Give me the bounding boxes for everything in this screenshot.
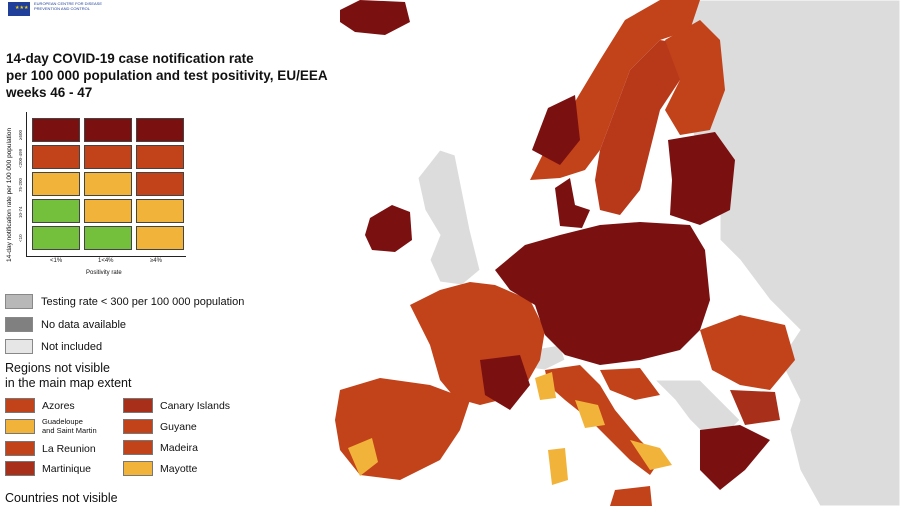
regions-heading: Regions not visible in the main map exte…	[5, 361, 131, 391]
greece-shape	[700, 425, 770, 490]
matrix-y-axis	[26, 112, 27, 256]
non-included-land	[417, 0, 900, 506]
matrix-x-axis	[26, 256, 186, 257]
region-guadeloupe: Guadeloupe and Saint Martin	[5, 417, 97, 435]
y-tick: <200-499	[18, 148, 23, 168]
iceland-shape	[340, 0, 410, 35]
matrix-cell	[136, 145, 184, 169]
matrix-cell	[84, 145, 132, 169]
matrix-cell	[32, 199, 80, 223]
region-swatch	[123, 419, 153, 434]
matrix-x-label: Positivity rate	[86, 270, 122, 276]
region-label: Canary Islands	[160, 399, 231, 412]
matrix-cell	[32, 226, 80, 250]
matrix-cell	[136, 199, 184, 223]
y-tick: <10	[18, 234, 23, 242]
region-swatch	[5, 418, 35, 434]
baltics-shape	[668, 132, 735, 225]
matrix-cell	[84, 226, 132, 250]
title-line-3: weeks 46 - 47	[6, 85, 93, 100]
legend-label: Not included	[41, 340, 103, 353]
matrix-cell	[84, 199, 132, 223]
matrix-cell	[136, 172, 184, 196]
region-azores: Azores	[5, 398, 75, 413]
matrix-cell	[136, 226, 184, 250]
ecdc-logo: ★★★ EUROPEAN CENTRE FOR DISEASE PREVENTI…	[8, 1, 104, 16]
norway-dark-region	[532, 95, 580, 165]
y-tick: 10-74	[18, 206, 23, 218]
region-swatch	[5, 441, 35, 456]
matrix-cell	[84, 172, 132, 196]
italy-yellow-south	[630, 440, 672, 470]
region-swatch	[5, 398, 35, 413]
region-swatch	[123, 398, 153, 413]
denmark-shape	[555, 178, 590, 228]
region-label-line-1: Guadeloupe	[42, 417, 83, 426]
region-mayotte: Mayotte	[123, 461, 197, 476]
region-guyane: Guyane	[123, 419, 197, 434]
central-europe-shape	[495, 222, 710, 365]
region-label: Guadeloupe and Saint Martin	[42, 417, 97, 435]
region-label: Guyane	[160, 420, 197, 433]
legend-swatch	[5, 339, 33, 354]
region-label: Mayotte	[160, 462, 198, 475]
y-tick: 75-200	[18, 177, 23, 192]
legend-not-included: Not included	[5, 339, 102, 354]
legend-testing-rate: Testing rate < 300 per 100 000 populatio…	[5, 294, 244, 309]
region-label: Martinique	[42, 462, 92, 475]
regions-heading-line-1: Regions not visible	[5, 361, 110, 375]
matrix-cell	[84, 118, 132, 142]
region-swatch	[123, 461, 153, 476]
legend-label: Testing rate < 300 per 100 000 populatio…	[41, 295, 245, 308]
legend-swatch	[5, 294, 33, 309]
logo-text: EUROPEAN CENTRE FOR DISEASE PREVENTION A…	[34, 1, 103, 11]
legend-label: No data available	[41, 318, 127, 331]
croatia-shape	[600, 368, 660, 400]
x-tick: 1<4%	[98, 258, 114, 264]
x-tick: ≥4%	[150, 258, 162, 264]
matrix-cell	[32, 172, 80, 196]
italy-yellow-north	[535, 372, 556, 400]
x-tick: <1%	[50, 258, 63, 264]
title-line-1: 14-day COVID-19 case notification rate	[6, 51, 254, 66]
bulgaria-shape	[730, 390, 780, 425]
italy-yellow-center	[575, 400, 605, 428]
countries-heading: Countries not visible	[5, 491, 118, 505]
matrix-cell	[32, 118, 80, 142]
finland-shape	[665, 20, 725, 135]
sweden-shape	[595, 40, 690, 215]
legend-swatch	[5, 317, 33, 332]
region-label: Azores	[42, 399, 75, 412]
region-swatch	[5, 461, 35, 476]
spain-yellow-region	[348, 438, 378, 476]
matrix-cell	[136, 118, 184, 142]
region-la-reunion: La Reunion	[5, 441, 96, 456]
regions-heading-line-2: in the main map extent	[5, 376, 132, 390]
ireland-shape	[365, 205, 412, 252]
region-madeira: Madeira	[123, 440, 198, 455]
france-dark-region	[480, 355, 530, 410]
region-martinique: Martinique	[5, 461, 91, 476]
sardinia-shape	[548, 448, 568, 485]
legend-no-data: No data available	[5, 317, 126, 332]
matrix-cell	[32, 145, 80, 169]
region-swatch	[123, 440, 153, 455]
region-canary-islands: Canary Islands	[123, 398, 230, 413]
region-label: Madeira	[160, 441, 198, 454]
romania-shape	[700, 315, 795, 390]
matrix-y-label: 14-day notification rate per 100 000 pop…	[6, 127, 13, 262]
sicily-shape	[610, 486, 652, 506]
region-label: La Reunion	[42, 442, 96, 455]
eu-flag-icon: ★★★	[8, 2, 30, 16]
y-tick: ≥500	[18, 130, 23, 140]
title-line-2: per 100 000 population and test positivi…	[6, 68, 328, 83]
map-title: 14-day COVID-19 case notification rate p…	[6, 50, 366, 101]
region-label-line-2: and Saint Martin	[42, 426, 97, 435]
